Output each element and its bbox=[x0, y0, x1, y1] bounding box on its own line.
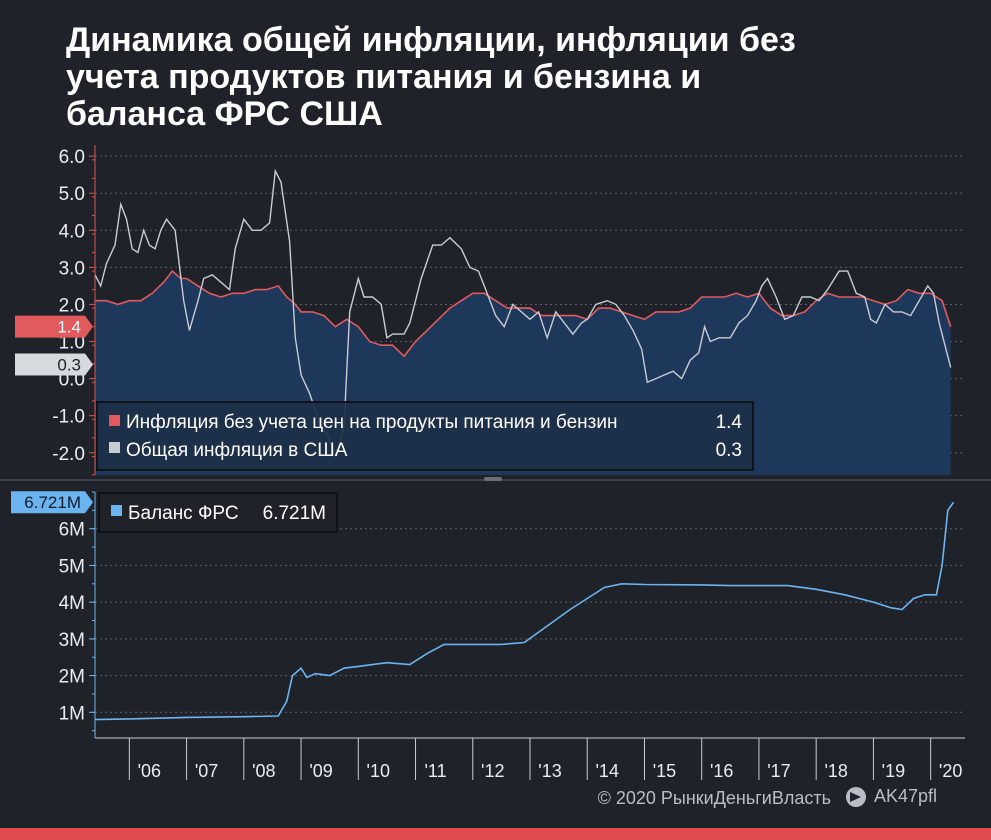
core-inflation-line bbox=[95, 269, 952, 358]
legend-bottom: Баланс ФРС 6.721M bbox=[98, 492, 338, 533]
telegram-icon bbox=[846, 786, 866, 807]
xtick-label: '19 bbox=[882, 761, 905, 781]
legend-swatch-balance bbox=[111, 505, 122, 516]
legend-bottom-box bbox=[98, 492, 338, 533]
xtick-label: '08 bbox=[252, 761, 275, 781]
balance-last-value-flag-text: 6.721M bbox=[24, 493, 81, 512]
core-last-value-flag: 1.4 bbox=[15, 315, 93, 338]
xtick-label: '06 bbox=[138, 761, 161, 781]
xtick-label: '18 bbox=[824, 761, 847, 781]
legend-value-balance: 6.721M bbox=[263, 503, 326, 524]
ytick-label-bottom: 2M bbox=[59, 667, 85, 688]
headline-last-value-flag-text: 0.3 bbox=[57, 355, 81, 374]
chart-title: Динамика общей инфляции, инфляции без уч… bbox=[66, 21, 796, 133]
xtick-label: '15 bbox=[653, 761, 676, 781]
balance-last-value-flag-box bbox=[11, 491, 93, 514]
legend-label-headline: Общая инфляция в США bbox=[126, 440, 348, 461]
balance-last-value-flag: 6.721M bbox=[11, 491, 93, 514]
footer-handle[interactable]: AK47pfl bbox=[874, 786, 938, 806]
footer-copyright: © 2020 РынкиДеньгиВласть bbox=[597, 788, 831, 808]
value-labels: 1.4 0.3 6.721M bbox=[11, 315, 93, 514]
legend-swatch-headline bbox=[109, 442, 120, 453]
ytick-label-top: 2.0 bbox=[59, 295, 85, 316]
legend-swatch-core bbox=[109, 415, 120, 426]
ytick-label-top: 6.0 bbox=[59, 147, 85, 168]
headline-last-value-flag-box bbox=[15, 353, 93, 376]
panel-resize-handle bbox=[484, 477, 502, 481]
xtick-label: '07 bbox=[195, 761, 218, 781]
fed-balance-line bbox=[94, 501, 955, 721]
legend-value-headline: 0.3 bbox=[716, 440, 742, 461]
xtick-label: '20 bbox=[939, 761, 962, 781]
xtick-label: '12 bbox=[481, 761, 504, 781]
bottom-accent-bar bbox=[0, 828, 991, 840]
ytick-label-bottom: 3M bbox=[59, 630, 85, 651]
axes: 6.05.04.03.02.01.00.0-1.0-2.06M5M4M3M2M1… bbox=[0, 145, 991, 781]
ytick-label-top: 3.0 bbox=[59, 258, 85, 279]
legend-value-core: 1.4 bbox=[716, 412, 743, 433]
xtick-label: '14 bbox=[596, 761, 619, 781]
legend-top-box bbox=[96, 401, 754, 471]
ytick-label-top: 1.0 bbox=[59, 333, 85, 354]
ytick-label-top: 4.0 bbox=[59, 221, 85, 242]
ytick-label-top: -2.0 bbox=[52, 444, 85, 465]
xtick-label: '16 bbox=[710, 761, 733, 781]
headline-last-value-flag: 0.3 bbox=[15, 353, 93, 376]
legend-label-balance: Баланс ФРС bbox=[128, 503, 239, 524]
headline-inflation-line bbox=[94, 168, 952, 459]
core-last-value-flag-text: 1.4 bbox=[57, 318, 81, 337]
ytick-label-top: -1.0 bbox=[52, 407, 85, 428]
ytick-label-bottom: 4M bbox=[59, 593, 85, 614]
bottom-panel-grid bbox=[95, 528, 965, 713]
footer-handle-group: AK47pfl bbox=[846, 786, 937, 807]
xtick-label: '09 bbox=[309, 761, 332, 781]
bottom-panel-series bbox=[94, 501, 955, 721]
ytick-label-top: 5.0 bbox=[59, 184, 85, 205]
xtick-label: '13 bbox=[538, 761, 561, 781]
core-last-value-flag-box bbox=[15, 315, 93, 338]
legend-label-core: Инфляция без учета цен на продукты питан… bbox=[126, 412, 617, 433]
legend-top: Инфляция без учета цен на продукты питан… bbox=[96, 401, 754, 471]
ytick-label-bottom: 1M bbox=[59, 703, 85, 724]
xtick-label: '10 bbox=[367, 761, 390, 781]
ytick-label-bottom: 5M bbox=[59, 556, 85, 577]
ytick-label-bottom: 6M bbox=[59, 520, 85, 541]
xtick-label: '17 bbox=[767, 761, 790, 781]
xtick-label: '11 bbox=[424, 761, 446, 781]
